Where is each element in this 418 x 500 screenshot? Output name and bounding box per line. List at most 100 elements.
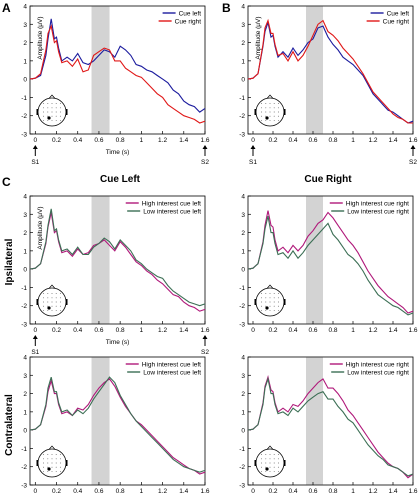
electrode-dot [59, 297, 61, 299]
electrode-dot [269, 111, 271, 113]
electrode-dot [261, 107, 263, 109]
x-tick-label: 0.4 [288, 488, 297, 495]
event-arrow-head [250, 145, 256, 149]
y-tick-label: -1 [239, 446, 245, 453]
electrode-dot [277, 309, 279, 311]
x-tick-label: 0.6 [308, 327, 317, 334]
x-tick-label: 0 [33, 488, 37, 495]
x-tick-label: 0.4 [288, 327, 297, 334]
panel-letter-a: A [2, 1, 11, 15]
electrode-dot [261, 111, 263, 113]
x-axis-label: Time (s) [106, 149, 130, 156]
electrode-dot [47, 309, 49, 311]
series-line-1 [29, 378, 206, 475]
electrode-dot [261, 293, 263, 295]
electrode-dot [55, 119, 57, 121]
x-tick-label: 1.6 [408, 137, 417, 144]
x-tick-label: 0.6 [94, 327, 103, 334]
y-tick-label: 4 [23, 355, 27, 362]
electrode-dot [59, 454, 61, 456]
x-tick-label: 0.2 [268, 488, 277, 495]
electrode-dot [47, 305, 49, 307]
x-tick-label: 0 [33, 327, 37, 334]
event-label-s2: S2 [409, 159, 417, 166]
electrode-dot [269, 103, 271, 105]
electrode-dot [47, 111, 49, 113]
electrode-dot [55, 293, 57, 295]
event-arrow-head [410, 145, 416, 149]
electrode-dot [277, 119, 279, 121]
electrode-dot [47, 115, 49, 117]
event-arrow-head [202, 145, 208, 149]
electrode-dot [265, 458, 267, 460]
scalp-electrode-icon [36, 445, 68, 478]
y-tick-label: -2 [21, 303, 27, 310]
electrode-dot [43, 466, 45, 468]
x-tick-label: 1.2 [158, 137, 167, 144]
legend-label: Low interest cue right [347, 370, 409, 377]
electrode-dot [59, 470, 61, 472]
electrode-dot [51, 297, 53, 299]
x-tick-label: 0.4 [73, 327, 82, 334]
electrode-dot [261, 115, 263, 117]
y-tick-label: -3 [239, 132, 245, 139]
left-ear-shape [36, 460, 38, 466]
electrode-dot [55, 462, 57, 464]
electrode-dot [47, 458, 49, 460]
y-tick-label: 2 [241, 40, 245, 47]
electrode-dot [265, 111, 267, 113]
electrode-dot [43, 301, 45, 303]
electrode-dot [55, 301, 57, 303]
electrode-dot [277, 305, 279, 307]
electrode-dot [273, 297, 275, 299]
y-tick-label: 3 [241, 22, 245, 29]
electrode-dot [51, 470, 53, 472]
row-label-contralateral: Contralateral [4, 394, 15, 456]
event-label-s1: S1 [249, 159, 257, 166]
electrode-dot [269, 115, 271, 117]
y-tick-label: 1 [23, 248, 27, 255]
panel-b: -3 -2 -1 0 1 2 3 4 0 0.2 0.4 0.6 0.8 1 1.2 1.4 1.6 Amplit… [239, 4, 418, 167]
electrode-dot [277, 293, 279, 295]
shaded-interval [306, 357, 323, 485]
electrode-dot [47, 470, 49, 472]
x-tick-label: 1 [140, 488, 144, 495]
electrode-dot [273, 107, 275, 109]
y-tick-label: 4 [241, 355, 245, 362]
y-tick-label: -3 [239, 322, 245, 329]
electrode-dot [43, 103, 45, 105]
electrode-dot [269, 119, 271, 121]
x-tick-label: 0.8 [116, 137, 125, 144]
legend-label: High interest cue left [142, 362, 201, 369]
electrode-dot [277, 107, 279, 109]
y-tick-label: -3 [21, 132, 27, 139]
y-tick-label: -3 [21, 483, 27, 490]
x-tick-label: 0.8 [116, 327, 125, 334]
event-label-s1: S1 [31, 159, 39, 166]
x-tick-label: 1.4 [388, 488, 397, 495]
electrode-dot [277, 466, 279, 468]
electrode-dot [47, 462, 49, 464]
x-tick-label: 0 [251, 137, 255, 144]
electrode-dot [265, 470, 267, 472]
electrode-dot [51, 293, 53, 295]
electrode-dot [43, 297, 45, 299]
electrode-dot [59, 115, 61, 117]
nose-shape [266, 94, 274, 99]
scalp-electrode-icon [36, 284, 68, 317]
x-tick-label: 1.2 [368, 137, 377, 144]
y-tick-label: 4 [241, 194, 245, 201]
x-tick-label: 1.6 [408, 488, 417, 495]
x-tick-label: 1.2 [368, 327, 377, 334]
y-tick-label: 3 [241, 373, 245, 380]
y-tick-label: 1 [23, 409, 27, 416]
y-tick-label: -2 [239, 303, 245, 310]
electrode-dot [277, 454, 279, 456]
legend-label: Cue right [175, 19, 202, 26]
electrode-dot [261, 301, 263, 303]
electrode-dot [43, 111, 45, 113]
event-arrow-head [202, 335, 208, 339]
y-tick-label: -2 [239, 464, 245, 471]
x-tick-label: 0.4 [73, 137, 82, 144]
electrode-dot [277, 470, 279, 472]
